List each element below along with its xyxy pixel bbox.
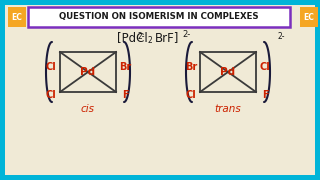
Text: Pd: Pd (220, 67, 236, 77)
Text: F: F (122, 90, 128, 100)
Text: Cl: Cl (46, 62, 56, 72)
Text: QUESTION ON ISOMERISM IN COMPLEXES: QUESTION ON ISOMERISM IN COMPLEXES (59, 12, 259, 21)
Text: Br: Br (119, 62, 131, 72)
Bar (300, 7, 318, 27)
Bar (8, 7, 26, 27)
Text: trans: trans (215, 104, 241, 114)
Text: Cl: Cl (186, 90, 196, 100)
Text: BrF]: BrF] (155, 31, 179, 44)
Text: EC: EC (12, 12, 22, 21)
Text: Br: Br (185, 62, 197, 72)
Text: 2-: 2- (137, 32, 145, 41)
Text: F: F (262, 90, 268, 100)
Text: 2: 2 (148, 36, 153, 45)
Text: 2-: 2- (277, 32, 284, 41)
Text: Pd: Pd (80, 67, 96, 77)
FancyBboxPatch shape (28, 7, 290, 27)
Text: cis: cis (81, 104, 95, 114)
Text: Cl: Cl (260, 62, 270, 72)
Text: [PdCl: [PdCl (117, 31, 148, 44)
Text: 2-: 2- (182, 30, 190, 39)
Text: EC: EC (304, 12, 315, 21)
Text: Cl: Cl (46, 90, 56, 100)
